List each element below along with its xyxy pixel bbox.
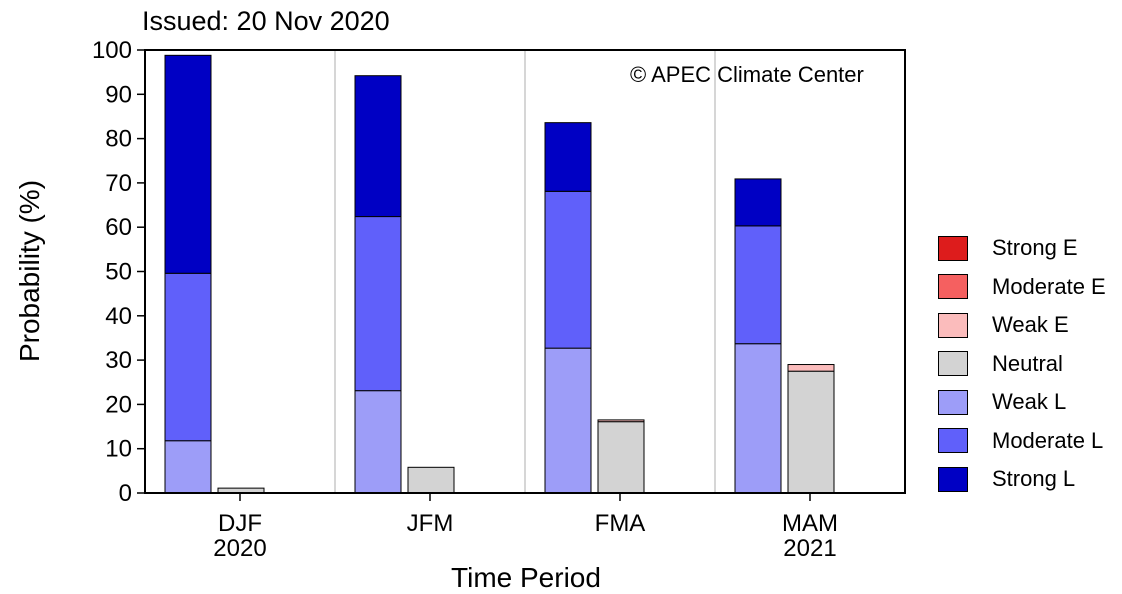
y-tick-label-30: 30 [105,347,132,374]
legend-label-weak-l: Weak L [992,389,1067,415]
bar-neutral-mam [787,370,835,494]
legend-swatch-weak-l [938,389,968,415]
legend-item-strong-l: Strong L [938,460,1106,499]
bar-weak-l-mam [734,343,782,494]
bar-strong-l-fma [544,122,592,192]
y-axis-label: Probability (%) [14,179,45,363]
x-tick-label-djf: DJF [218,510,262,537]
plot-frame [144,49,906,494]
legend-item-moderate-e: Moderate E [938,268,1106,307]
x-tick-label-fma: FMA [595,510,646,537]
legend-item-weak-e: Weak E [938,306,1106,345]
bar-strong-l-djf [164,54,212,274]
legend-swatch-strong-l [938,466,968,492]
x-axis-label: Time Period [451,562,601,593]
legend-swatch-strong-e [938,235,968,261]
y-tick-label-70: 70 [105,170,132,197]
legend-label-weak-e: Weak E [992,312,1069,338]
legend-label-strong-e: Strong E [992,235,1078,261]
bar-weak-e-fma [597,419,645,423]
x-tick-sublabel-djf: 2020 [213,535,266,562]
x-tick-label-mam: MAM [782,510,838,537]
x-tick-sublabel-mam: 2021 [783,535,836,562]
bar-moderate-l-mam [734,225,782,345]
copyright-note: © APEC Climate Center [630,62,864,87]
legend-label-strong-l: Strong L [992,466,1076,492]
y-tick-label-20: 20 [105,391,132,418]
bar-neutral-fma [597,421,645,494]
bar-moderate-l-jfm [354,216,402,392]
y-tick-label-100: 100 [92,37,132,64]
bar-weak-l-djf [164,440,212,494]
legend-label-moderate-e: Moderate E [992,273,1106,299]
legend-swatch-neutral [938,351,968,377]
legend-label-neutral: Neutral [992,350,1063,376]
y-tick-label-50: 50 [105,259,132,286]
legend-swatch-moderate-l [938,428,968,454]
y-tick-label-90: 90 [105,81,132,108]
bar-weak-e-mam [787,364,835,372]
y-tick-label-60: 60 [105,214,132,241]
y-tick-label-80: 80 [105,126,132,153]
legend: Strong E Moderate E Weak E Neutral Weak … [938,229,1106,499]
bar-moderate-l-djf [164,272,212,442]
chart-title: Issued: 20 Nov 2020 [142,6,390,36]
legend-item-neutral: Neutral [938,345,1106,384]
legend-swatch-moderate-e [938,274,968,300]
bar-strong-l-mam [734,178,782,227]
legend-item-strong-e: Strong E [938,229,1106,268]
y-tick-label-10: 10 [105,436,132,463]
bar-neutral-jfm [407,466,455,494]
legend-item-weak-l: Weak L [938,383,1106,422]
bar-weak-l-jfm [354,390,402,494]
legend-swatch-weak-e [938,312,968,338]
y-tick-label-0: 0 [119,480,132,507]
bar-weak-l-fma [544,347,592,494]
bar-strong-l-jfm [354,75,402,218]
legend-item-moderate-l: Moderate L [938,422,1106,461]
bar-moderate-l-fma [544,190,592,349]
y-tick-label-40: 40 [105,303,132,330]
x-tick-label-jfm: JFM [407,510,454,537]
legend-label-moderate-l: Moderate L [992,427,1104,453]
